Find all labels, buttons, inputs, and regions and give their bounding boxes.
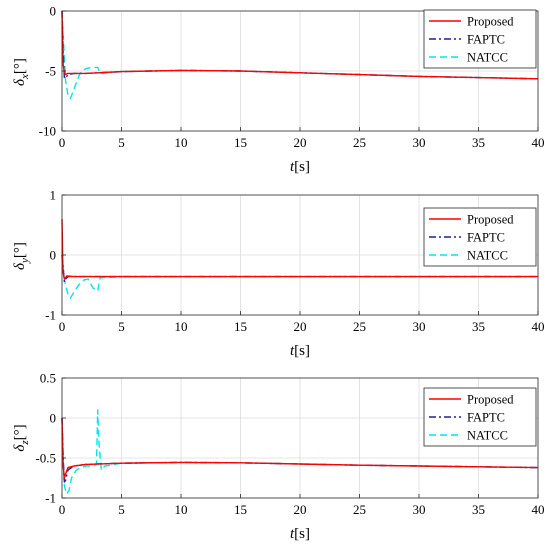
legend-label-natcc: NATCC (467, 51, 508, 65)
y-tick-label: 0.5 (40, 371, 56, 386)
x-tick-label: 15 (234, 319, 247, 334)
panel-1-x-ticks: 0 5 10 15 20 25 30 35 40 (59, 127, 545, 150)
x-tick-label: 10 (175, 319, 188, 334)
legend-label-faptc: FAPTC (467, 411, 505, 425)
panel-2-series (61, 218, 538, 299)
legend-label-proposed: Proposed (467, 213, 514, 227)
x-tick-label: 35 (472, 319, 485, 334)
panel-2: 0 5 10 15 20 25 30 35 40 10-1 t[s] δy[°] Propose… (12, 188, 545, 360)
x-tick-label: 40 (532, 319, 545, 334)
series-line-natcc (61, 409, 539, 495)
panel-3-legend: Proposed FAPTC NATCC (423, 387, 537, 447)
series-line-proposed (61, 417, 539, 479)
legend-label-natcc: NATCC (467, 429, 508, 443)
panel-1-ylabel: δx[°] (12, 58, 31, 86)
x-tick-label: 40 (532, 135, 545, 150)
x-tick-label: 0 (59, 319, 66, 334)
x-tick-label: 25 (353, 135, 366, 150)
legend-label-faptc: FAPTC (467, 33, 505, 47)
y-tick-label: -10 (39, 124, 56, 139)
x-tick-label: 35 (472, 502, 485, 517)
panel-3-xlabel: t[s] (290, 526, 310, 542)
x-tick-label: 5 (118, 135, 125, 150)
series-line-proposed (61, 10, 539, 80)
panel-1-y-ticks: 0 -5 -10 (39, 4, 66, 139)
x-tick-label: 20 (294, 319, 307, 334)
panel-1-legend: Proposed FAPTC NATCC (423, 9, 537, 69)
legend-label-proposed: Proposed (467, 393, 514, 407)
x-tick-label: 15 (234, 502, 247, 517)
x-tick-label: 5 (118, 502, 125, 517)
x-tick-label: 35 (472, 135, 485, 150)
panel-3-x-ticks: 0 5 10 15 20 25 30 35 40 (59, 494, 545, 517)
panel-1-series (61, 10, 539, 100)
panel-1: 0 5 10 15 20 25 30 35 40 0 -5 -10 t[s] δx[°] Propo… (12, 4, 545, 176)
panel-3-y-ticks: 0.5 0 -0.5 -1 (35, 371, 66, 506)
x-tick-label: 25 (353, 502, 366, 517)
x-tick-label: 40 (532, 502, 545, 517)
x-tick-label: 5 (118, 319, 125, 334)
panel-2-x-ticks: 0 5 10 15 20 25 30 35 40 (59, 311, 545, 334)
legend-box (423, 207, 537, 267)
panel-3-ylabel: δz[°] (12, 424, 31, 451)
y-tick-label: 0 (50, 411, 57, 426)
x-tick-label: 0 (59, 135, 66, 150)
legend-label-faptc: FAPTC (467, 231, 505, 245)
legend-label-natcc: NATCC (467, 249, 508, 263)
panel-2-legend: Proposed FAPTC NATCC (423, 207, 537, 267)
x-tick-label: 20 (294, 135, 307, 150)
panel-1-xlabel: t[s] (290, 159, 310, 175)
x-tick-label: 15 (234, 135, 247, 150)
y-tick-label: 1 (50, 188, 57, 203)
y-tick-label: -1 (45, 308, 56, 323)
x-tick-label: 10 (175, 135, 188, 150)
y-tick-label: -0.5 (35, 451, 56, 466)
x-tick-label: 30 (413, 319, 426, 334)
y-tick-label: -1 (45, 491, 56, 506)
legend-box (423, 9, 537, 69)
legend-box (423, 387, 537, 447)
panel-2-ylabel: δy[°] (12, 242, 31, 270)
x-tick-label: 30 (413, 135, 426, 150)
x-tick-label: 0 (59, 502, 66, 517)
y-tick-label: -5 (45, 64, 56, 79)
panel-2-xlabel: t[s] (290, 343, 310, 359)
panel-2-y-ticks: 1 0 -1 (45, 188, 66, 323)
legend-label-proposed: Proposed (467, 15, 514, 29)
panel-3: 0 5 10 15 20 25 30 35 40 0.5 0 -0.5 -1 t[s] δz[°] P… (12, 371, 545, 543)
x-tick-label: 25 (353, 319, 366, 334)
y-tick-label: 0 (50, 248, 57, 263)
series-line-proposed (61, 218, 538, 280)
panel-3-series (61, 409, 539, 495)
x-tick-label: 10 (175, 502, 188, 517)
y-tick-label: 0 (50, 4, 57, 19)
x-tick-label: 20 (294, 502, 307, 517)
x-tick-label: 30 (413, 502, 426, 517)
